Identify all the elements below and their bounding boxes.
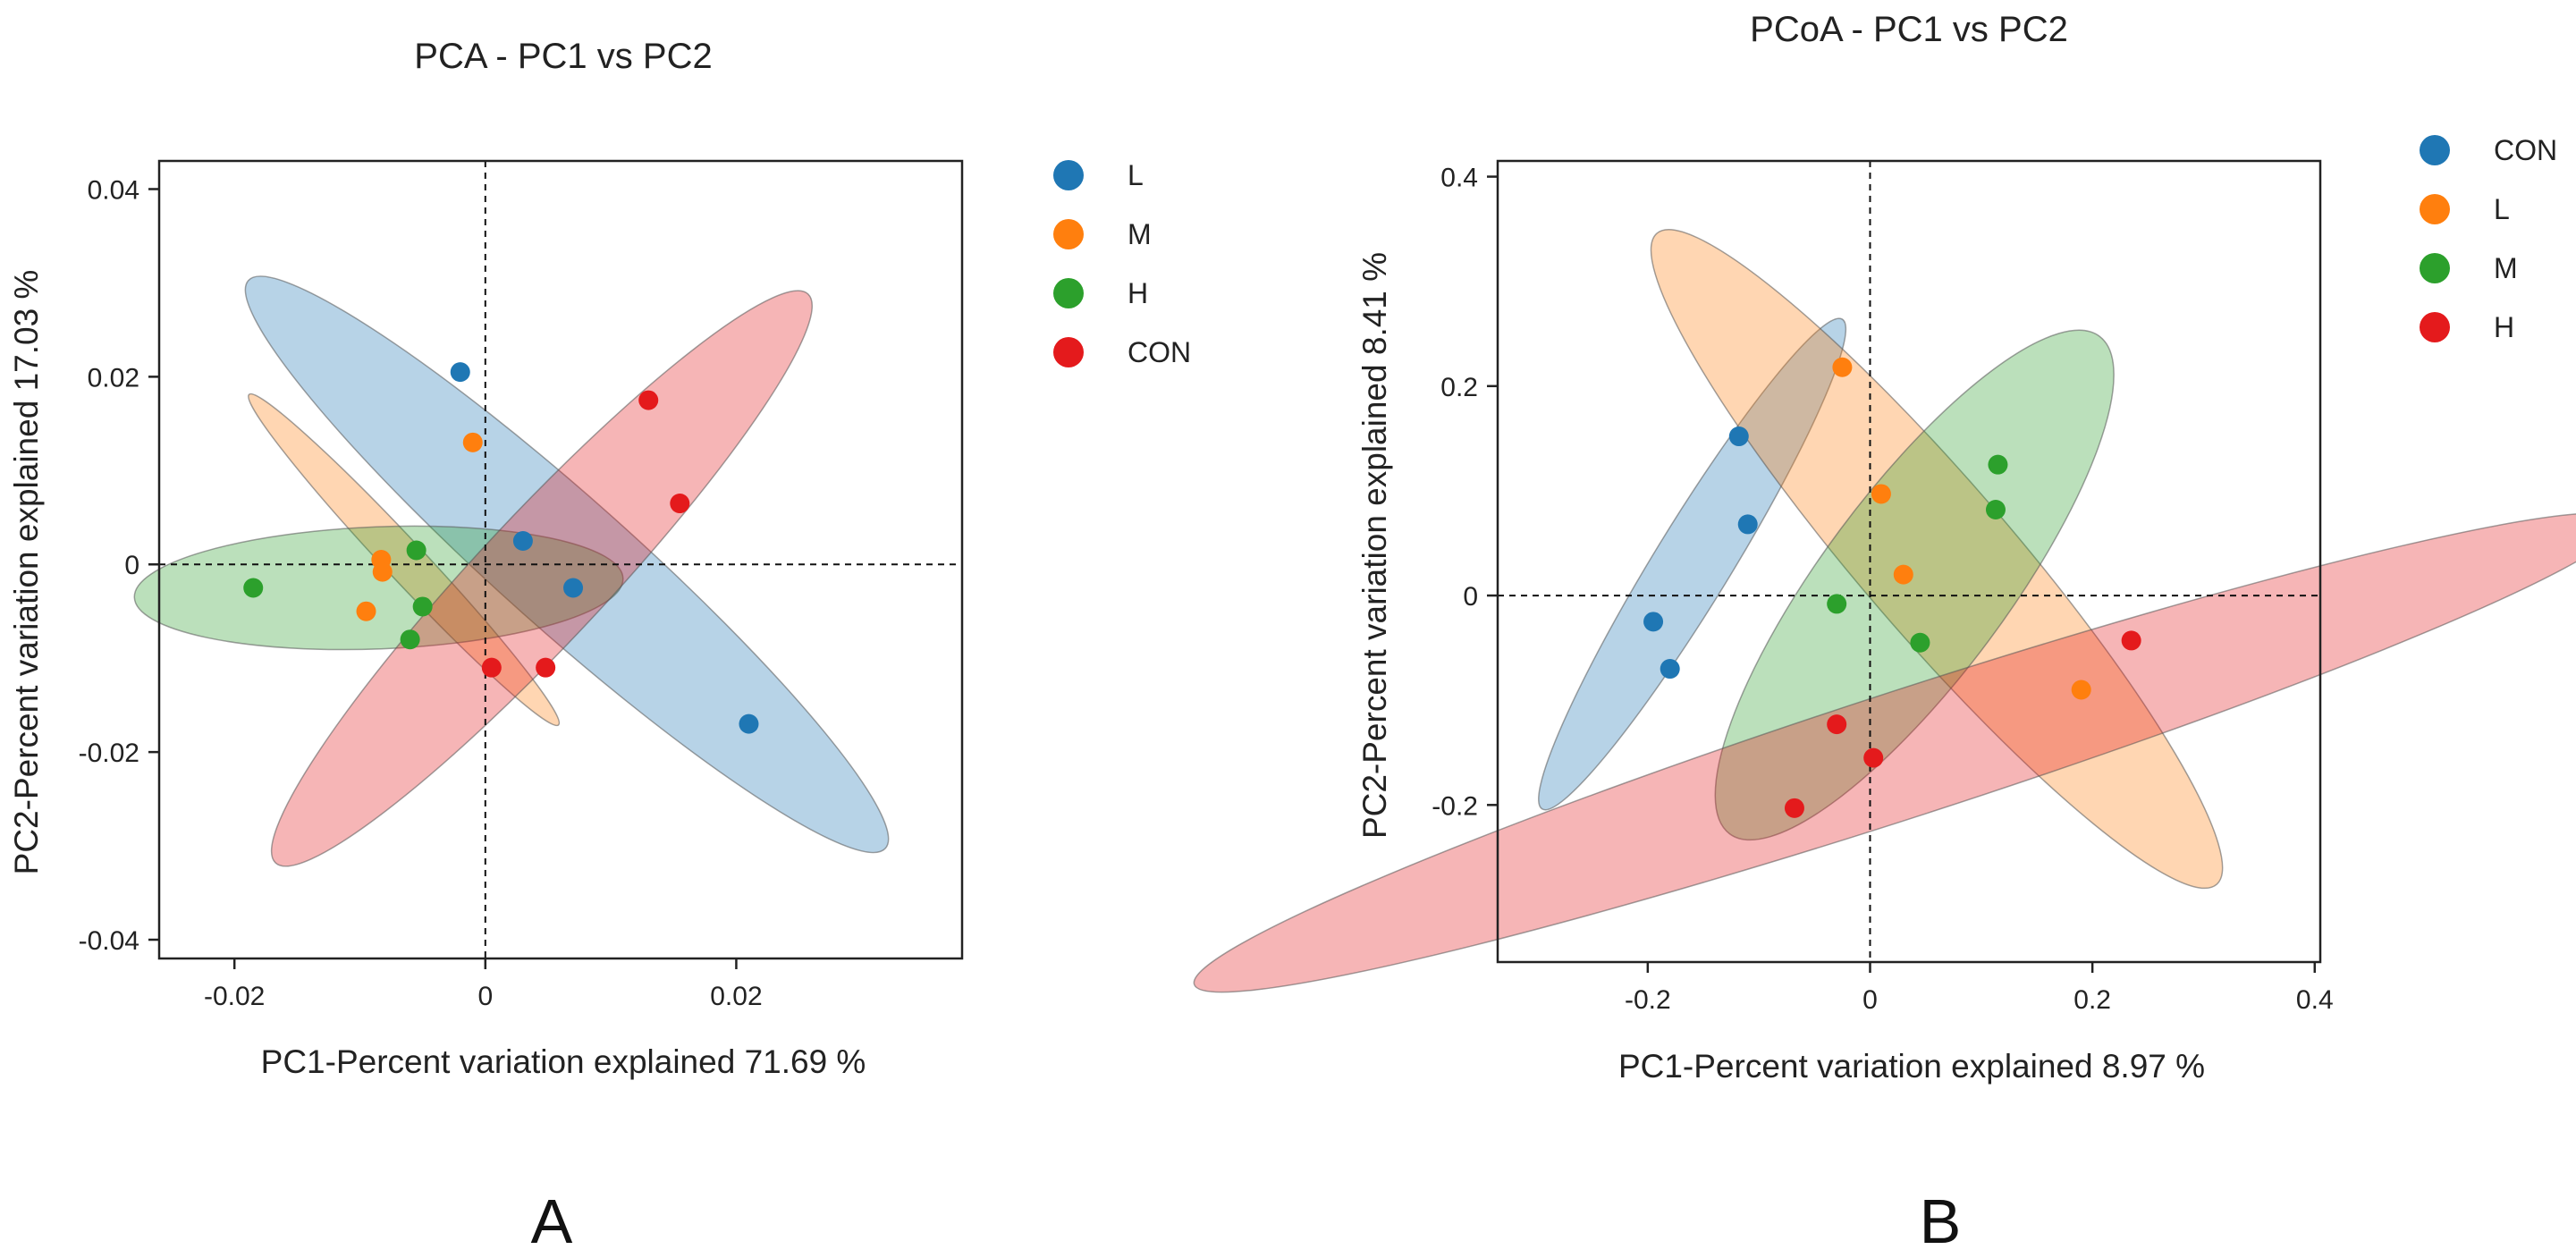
point-m: [356, 601, 376, 621]
legend-label-con: CON: [1128, 336, 1191, 368]
point-l: [2071, 680, 2091, 700]
ellipse-con: [270, 290, 814, 867]
point-h: [2121, 630, 2141, 651]
panel-label: B: [1920, 1186, 1962, 1256]
point-con: [1660, 659, 1680, 680]
y-axis-ticks: -0.2 0 0.2 0.4: [1432, 164, 1498, 821]
point-con: [481, 657, 502, 678]
x-tick-label: 0.02: [710, 982, 762, 1011]
legend-swatch-m: [1053, 219, 1084, 249]
y-tick-label: 0: [124, 551, 139, 580]
point-h: [1827, 714, 1847, 735]
legend: CON LMH: [2420, 134, 2557, 343]
point-con: [1737, 514, 1758, 535]
x-axis-title: PC1-Percent variation explained 8.97 %: [1618, 1048, 2205, 1085]
ellipse-m: [1714, 329, 2115, 841]
point-con: [638, 390, 659, 410]
ellipse-layer: [1193, 229, 2576, 993]
y-tick-label: -0.2: [1432, 791, 1478, 821]
point-l: [1893, 564, 1913, 585]
point-l: [739, 713, 759, 734]
y-tick-label: 0.02: [88, 363, 139, 393]
point-l: [1832, 357, 1853, 377]
point-h: [243, 578, 264, 598]
legend: LMH CON: [1053, 159, 1191, 368]
x-tick-label: -0.2: [1625, 985, 1671, 1015]
y-axis-title: PC2-Percent variation explained 8.41 %: [1356, 252, 1393, 839]
x-tick-label: -0.02: [204, 982, 265, 1011]
chart-panel-a: PCA - PC1 vs PC2 -0.02 0 0.02 -0.04 -0.02 0 0…: [8, 37, 1191, 1256]
legend-swatch-l: [2420, 194, 2450, 224]
plot-frame: [157, 159, 964, 960]
reference-lines: [1498, 161, 2320, 962]
x-axis-ticks: -0.2 0 0.2 0.4: [1625, 962, 2334, 1015]
point-m: [1988, 454, 2008, 475]
ellipse-h: [1193, 512, 2576, 993]
y-axis-title: PC2-Percent variation explained 17.03 %: [8, 270, 45, 875]
legend-label-m: M: [1128, 218, 1152, 250]
legend-label-m: M: [2494, 252, 2518, 284]
point-m: [372, 561, 393, 582]
data-points: [243, 362, 759, 734]
point-h: [400, 629, 420, 650]
point-m: [1910, 632, 1930, 653]
x-tick-label: 0.4: [2296, 985, 2334, 1015]
point-m: [1827, 594, 1847, 614]
point-h: [406, 540, 427, 561]
legend-label-h: H: [2494, 311, 2514, 343]
point-l: [450, 362, 470, 383]
point-l: [512, 531, 533, 552]
y-tick-label: 0: [1463, 582, 1478, 612]
x-axis-title: PC1-Percent variation explained 71.69 %: [261, 1043, 866, 1080]
legend-swatch-m: [2420, 253, 2450, 283]
y-axis-ticks: -0.04 -0.02 0 0.02 0.04: [79, 175, 159, 956]
y-tick-label: 0.2: [1440, 373, 1478, 402]
y-tick-label: 0.04: [88, 175, 139, 205]
chart-title: PCA - PC1 vs PC2: [414, 37, 712, 76]
y-tick-label: -0.02: [79, 739, 139, 768]
x-tick-label: 0.2: [2073, 985, 2111, 1015]
point-h: [1784, 798, 1804, 818]
panel-label: A: [531, 1186, 573, 1256]
ellipse-h: [133, 525, 624, 651]
point-h: [1863, 747, 1884, 768]
reference-lines: [159, 161, 962, 958]
ellipse-layer: [133, 275, 890, 867]
plot-frame: [1496, 159, 2322, 964]
legend-label-l: L: [1128, 159, 1144, 191]
legend-swatch-h: [2420, 312, 2450, 342]
point-con: [1728, 426, 1749, 447]
point-l: [1871, 484, 1891, 504]
point-l: [563, 578, 584, 598]
legend-label-l: L: [2494, 193, 2510, 225]
y-tick-label: -0.04: [79, 926, 139, 956]
legend-label-con: CON: [2494, 134, 2557, 166]
x-tick-label: 0: [477, 982, 493, 1011]
legend-swatch-con: [2420, 135, 2450, 165]
point-h: [412, 596, 433, 617]
point-m: [462, 432, 483, 452]
y-tick-label: 0.4: [1440, 164, 1478, 193]
x-axis-ticks: -0.02 0 0.02: [204, 958, 763, 1011]
chart-panel-b: PCoA - PC1 vs PC2 -0.2 0 0.2 0.4 -0.2 0 0.2 0.…: [1193, 10, 2576, 1256]
point-m: [1985, 500, 2006, 520]
chart-title: PCoA - PC1 vs PC2: [1750, 10, 2068, 49]
legend-swatch-l: [1053, 160, 1084, 190]
legend-swatch-con: [1053, 337, 1084, 367]
point-con: [536, 657, 556, 678]
ellipse-con: [1538, 317, 1847, 811]
x-tick-label: 0: [1862, 985, 1878, 1015]
point-con: [670, 494, 690, 514]
data-points: [1643, 357, 2141, 818]
point-con: [1643, 612, 1664, 632]
legend-swatch-h: [1053, 278, 1084, 308]
legend-label-h: H: [1128, 277, 1148, 309]
